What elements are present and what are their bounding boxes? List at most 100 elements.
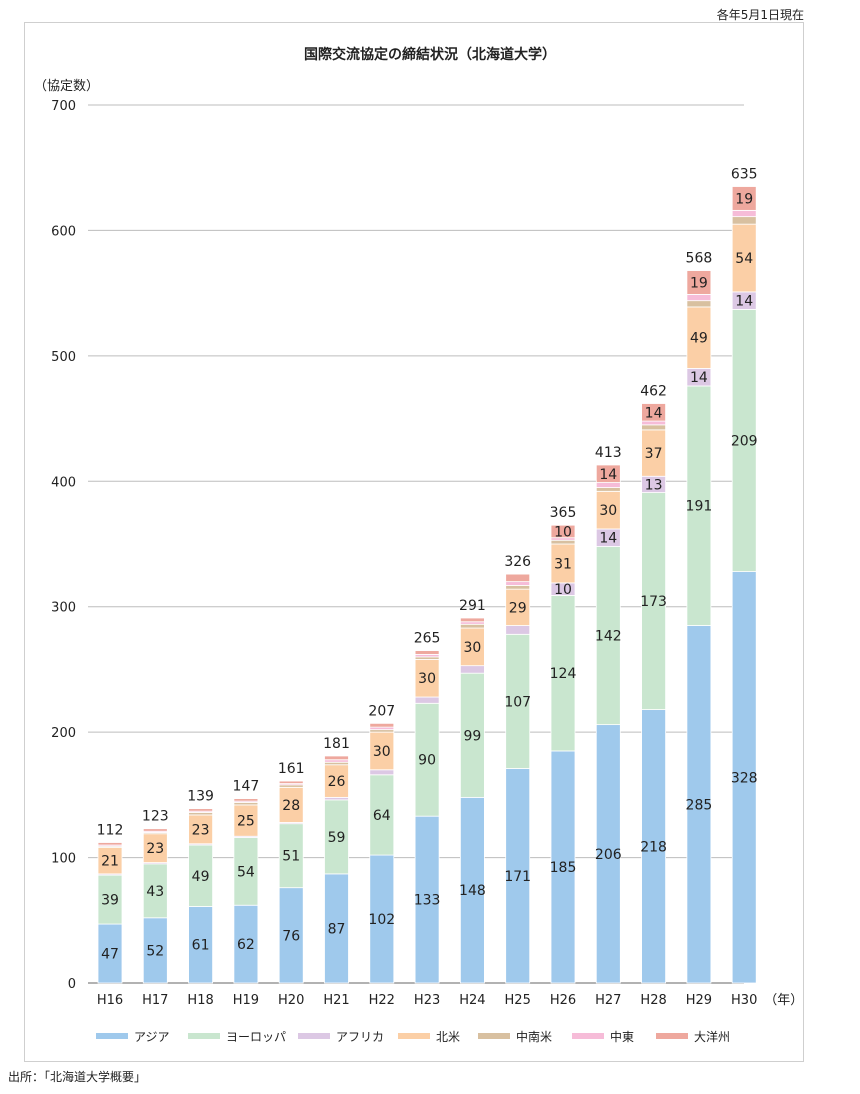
bar-segment bbox=[324, 799, 349, 875]
bar-segment bbox=[278, 780, 304, 784]
bar-segment bbox=[324, 755, 349, 761]
data-label: 10 bbox=[554, 524, 572, 540]
bar-segment bbox=[233, 804, 259, 837]
bar-segment bbox=[686, 625, 712, 984]
x-tick-label: H27 bbox=[595, 993, 621, 1008]
bar-segment bbox=[686, 300, 712, 308]
data-label: 133 bbox=[414, 893, 441, 909]
data-label: 61 bbox=[192, 938, 210, 954]
bar-segment bbox=[233, 837, 259, 906]
data-label: 218 bbox=[640, 839, 667, 855]
bar-segment bbox=[278, 823, 304, 889]
bar-segment bbox=[233, 904, 259, 984]
bar-segment bbox=[414, 658, 440, 698]
total-label: 123 bbox=[142, 809, 169, 825]
y-tick-label: 600 bbox=[51, 224, 76, 239]
as-of-note: 各年5月1日現在 bbox=[716, 8, 804, 22]
legend-label: 大洋州 bbox=[694, 1029, 730, 1044]
bar-segment bbox=[731, 571, 757, 984]
bar-segment bbox=[414, 702, 440, 817]
bar-segment bbox=[595, 487, 621, 492]
data-label: 99 bbox=[463, 728, 481, 744]
legend-swatch bbox=[188, 1033, 220, 1039]
bar-segment bbox=[550, 539, 576, 545]
data-label: 148 bbox=[459, 883, 486, 899]
data-label: 10 bbox=[554, 582, 572, 598]
data-label: 43 bbox=[146, 884, 164, 900]
bar-segment bbox=[369, 731, 395, 771]
data-label: 29 bbox=[509, 600, 527, 616]
bar-segment bbox=[188, 906, 214, 984]
data-label: 30 bbox=[373, 744, 391, 760]
data-label: 185 bbox=[550, 860, 577, 876]
total-label: 326 bbox=[504, 554, 531, 570]
bar-segment bbox=[641, 492, 666, 710]
legend-swatch bbox=[398, 1033, 430, 1039]
data-label: 87 bbox=[328, 921, 346, 937]
chart-title: 国際交流協定の締結状況（北海道大学） bbox=[304, 47, 556, 63]
x-tick-label: H28 bbox=[640, 993, 666, 1008]
bar-segment bbox=[731, 223, 757, 293]
legend-swatch bbox=[478, 1033, 510, 1039]
data-label: 76 bbox=[282, 928, 300, 944]
total-label: 413 bbox=[595, 445, 622, 461]
x-tick-label: H16 bbox=[97, 993, 123, 1008]
data-label: 14 bbox=[690, 370, 708, 386]
bar-segment bbox=[505, 581, 531, 586]
x-tick-label: H29 bbox=[686, 993, 712, 1008]
source-note: 出所：「北海道大学概要」 bbox=[8, 1070, 147, 1084]
data-label: 47 bbox=[101, 947, 119, 963]
x-tick-label: H19 bbox=[233, 993, 259, 1008]
data-label: 62 bbox=[237, 937, 255, 953]
bar-segment bbox=[97, 874, 123, 925]
data-label: 23 bbox=[192, 822, 210, 838]
bar-segment bbox=[550, 524, 576, 539]
x-tick-label: H24 bbox=[459, 993, 485, 1008]
total-label: 181 bbox=[323, 736, 350, 752]
bar-segment bbox=[233, 798, 259, 802]
bar-segment bbox=[414, 650, 440, 655]
bar-segment bbox=[142, 917, 168, 984]
legend-swatch bbox=[656, 1033, 688, 1039]
bar-segment bbox=[595, 546, 621, 726]
data-label: 173 bbox=[640, 594, 667, 610]
bar-segment bbox=[505, 573, 531, 583]
data-label: 51 bbox=[282, 849, 300, 865]
total-label: 112 bbox=[97, 823, 124, 839]
data-label: 52 bbox=[146, 943, 164, 959]
x-tick-label: H23 bbox=[414, 993, 440, 1008]
total-label: 207 bbox=[368, 703, 395, 719]
legend-label: 中南米 bbox=[516, 1029, 552, 1044]
data-label: 30 bbox=[599, 503, 617, 519]
x-tick-label: H21 bbox=[323, 993, 349, 1008]
bar-segment bbox=[505, 768, 531, 984]
total-label: 147 bbox=[233, 779, 260, 795]
bar-segment bbox=[459, 665, 485, 674]
data-label: 49 bbox=[690, 331, 708, 347]
total-label: 139 bbox=[187, 789, 214, 805]
data-label: 39 bbox=[101, 893, 119, 909]
data-label: 64 bbox=[373, 808, 391, 824]
bar-segment bbox=[142, 863, 168, 919]
data-label: 14 bbox=[645, 405, 663, 421]
y-axis-label: （協定数） bbox=[34, 79, 99, 94]
data-label: 124 bbox=[550, 666, 577, 682]
bar-segment bbox=[641, 420, 666, 426]
bar-segment bbox=[459, 627, 485, 667]
bar-segment bbox=[641, 424, 666, 431]
data-label: 102 bbox=[368, 912, 395, 928]
bar-segment bbox=[686, 306, 712, 369]
data-label: 171 bbox=[504, 869, 531, 885]
legend-label: 北米 bbox=[436, 1030, 460, 1044]
bar-segment bbox=[686, 293, 712, 302]
bar-segment bbox=[369, 774, 395, 856]
bar-segment bbox=[188, 844, 214, 907]
data-label: 90 bbox=[418, 753, 436, 769]
data-label: 23 bbox=[146, 841, 164, 857]
data-label: 14 bbox=[599, 531, 617, 547]
data-label: 209 bbox=[731, 434, 758, 450]
bar-segment bbox=[641, 709, 666, 984]
y-tick-label: 300 bbox=[51, 601, 76, 616]
total-label: 265 bbox=[414, 631, 441, 647]
